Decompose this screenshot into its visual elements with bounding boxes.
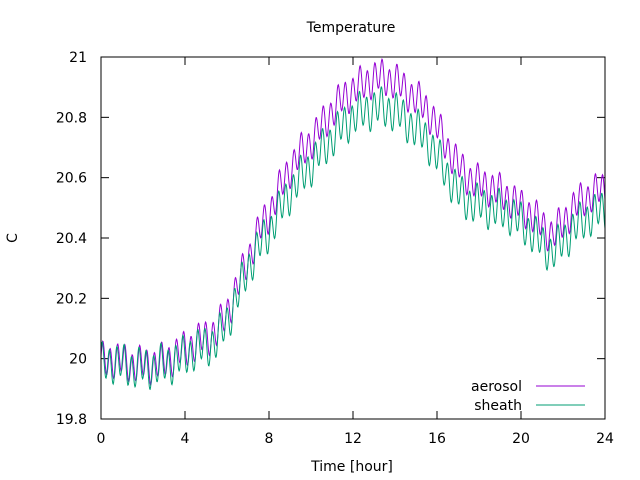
series-lines xyxy=(100,57,606,391)
x-tick-label: 16 xyxy=(428,431,446,447)
legend-label-sheath: sheath xyxy=(474,398,522,414)
x-tick-label: 0 xyxy=(97,431,106,447)
series-line-sheath xyxy=(100,86,606,391)
y-axis-label: C xyxy=(5,233,21,243)
y-tick-label: 20 xyxy=(69,352,87,368)
x-tick-label: 20 xyxy=(512,431,530,447)
y-tick-label: 20.2 xyxy=(56,291,87,307)
plot-frame xyxy=(100,56,606,420)
x-tick-label: 12 xyxy=(344,431,362,447)
legend-label-aerosol: aerosol xyxy=(471,379,522,395)
y-tick-label: 20.8 xyxy=(56,110,87,126)
x-axis-label: Time [hour] xyxy=(310,459,393,475)
x-tick-label: 24 xyxy=(596,431,614,447)
y-tick-label: 20.6 xyxy=(56,171,87,187)
y-tick-label: 20.4 xyxy=(56,231,87,247)
y-tick-label: 19.8 xyxy=(56,412,87,428)
y-tick-label: 21 xyxy=(69,50,87,66)
legend: aerosol sheath xyxy=(471,379,585,414)
x-tick-label: 8 xyxy=(265,431,274,447)
chart-title: Temperature xyxy=(306,20,396,36)
x-tick-label: 4 xyxy=(181,431,190,447)
series-line-aerosol xyxy=(100,57,606,386)
